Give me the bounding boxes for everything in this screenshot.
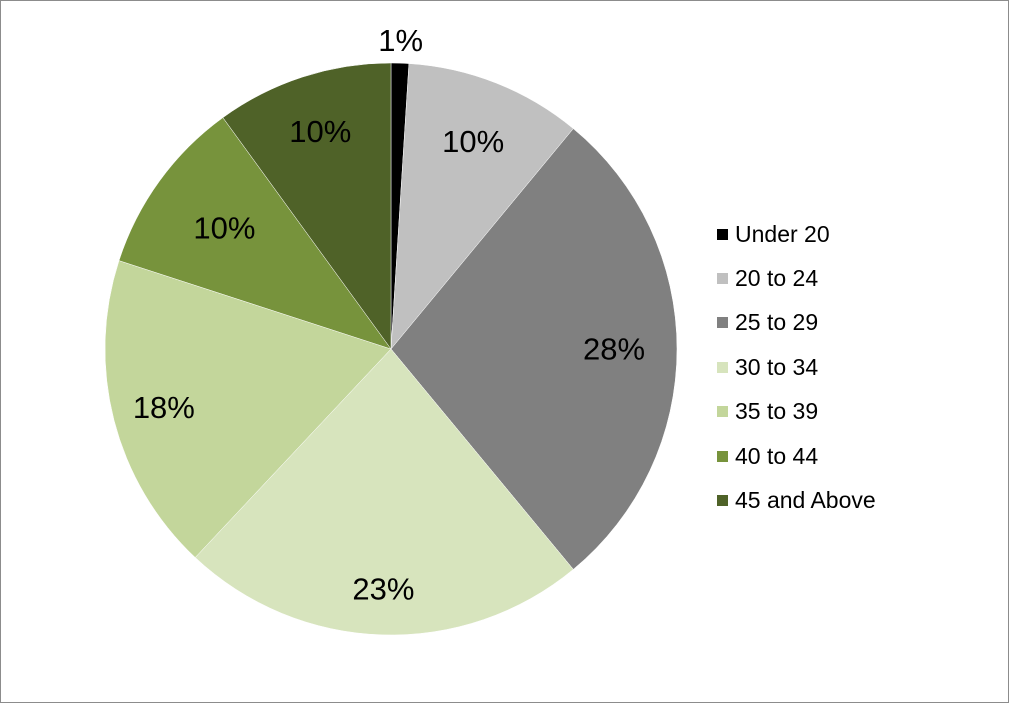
legend-swatch: [717, 495, 728, 507]
legend-swatch: [717, 228, 728, 240]
legend-item-35-to-39: 35 to 39: [717, 390, 977, 434]
legend-item-under-20: Under 20: [717, 212, 977, 256]
legend-swatch: [717, 450, 728, 462]
pie-slices: [104, 62, 678, 636]
value-label-under-20: 1%: [378, 23, 423, 58]
pie-slice-45-and-above: [222, 62, 392, 350]
legend-item-20-to-24: 20 to 24: [717, 256, 977, 300]
value-label-25-to-29: 28%: [583, 332, 645, 367]
pie-slice-20-to-24: [390, 63, 574, 350]
value-label-20-to-24: 10%: [442, 124, 504, 159]
legend-swatch: [717, 273, 728, 285]
pie-slice-30-to-34: [194, 348, 574, 636]
legend-label: 35 to 39: [735, 398, 819, 425]
chart-legend: Under 20 20 to 24 25 to 29 30 to 34 35 to 39…: [717, 212, 977, 523]
legend-label: 40 to 44: [735, 442, 819, 469]
pie-slice-35-to-39: [104, 260, 392, 558]
pie-value-labels: 1% 10% 28% 23% 18% 10% 10%: [133, 23, 645, 607]
value-label-30-to-34: 23%: [352, 572, 414, 607]
legend-swatch: [717, 317, 728, 329]
legend-label: 25 to 29: [735, 309, 819, 336]
legend-item-40-to-44: 40 to 44: [717, 434, 977, 478]
legend-label: 20 to 24: [735, 265, 819, 292]
legend-item-30-to-34: 30 to 34: [717, 345, 977, 389]
legend-swatch: [717, 406, 728, 418]
value-label-40-to-44: 10%: [193, 210, 255, 245]
legend-label: 45 and Above: [735, 487, 876, 514]
legend-label: Under 20: [735, 220, 830, 247]
legend-swatch: [717, 361, 728, 373]
pie-slice-25-to-29: [390, 128, 678, 570]
value-label-45-and-above: 10%: [289, 114, 351, 149]
pie-slice-40-to-44: [118, 117, 392, 350]
legend-item-45-and-above: 45 and Above: [717, 478, 977, 522]
value-label-35-to-39: 18%: [133, 390, 195, 425]
legend-label: 30 to 34: [735, 353, 819, 380]
legend-item-25-to-29: 25 to 29: [717, 301, 977, 345]
